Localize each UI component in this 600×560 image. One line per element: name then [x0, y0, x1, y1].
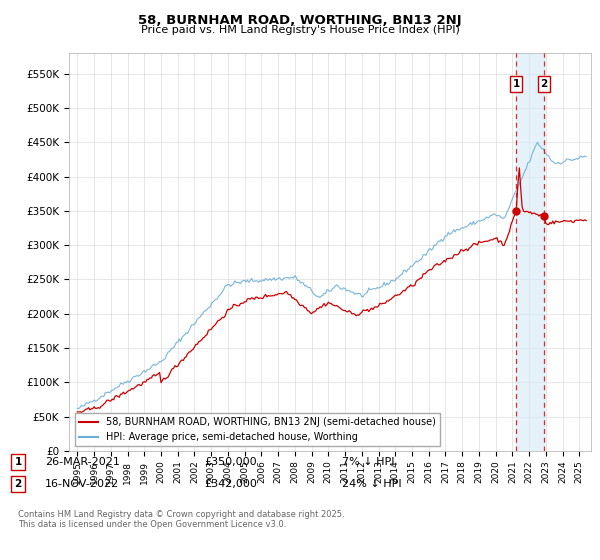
Text: 7% ↓ HPI: 7% ↓ HPI — [342, 457, 395, 467]
Text: 2: 2 — [14, 479, 22, 489]
Text: Price paid vs. HM Land Registry's House Price Index (HPI): Price paid vs. HM Land Registry's House … — [140, 25, 460, 35]
Text: 24% ↓ HPI: 24% ↓ HPI — [342, 479, 401, 489]
Text: £342,000: £342,000 — [204, 479, 257, 489]
Text: £350,000: £350,000 — [204, 457, 257, 467]
Text: Contains HM Land Registry data © Crown copyright and database right 2025.
This d: Contains HM Land Registry data © Crown c… — [18, 510, 344, 529]
Bar — [516, 53, 544, 451]
Text: 1: 1 — [14, 457, 22, 467]
Text: 2: 2 — [540, 79, 547, 89]
Text: 26-MAR-2021: 26-MAR-2021 — [45, 457, 120, 467]
Text: 16-NOV-2022: 16-NOV-2022 — [45, 479, 119, 489]
Legend: 58, BURNHAM ROAD, WORTHING, BN13 2NJ (semi-detached house), HPI: Average price, : 58, BURNHAM ROAD, WORTHING, BN13 2NJ (se… — [75, 413, 440, 446]
Text: 1: 1 — [512, 79, 520, 89]
Text: 58, BURNHAM ROAD, WORTHING, BN13 2NJ: 58, BURNHAM ROAD, WORTHING, BN13 2NJ — [138, 14, 462, 27]
